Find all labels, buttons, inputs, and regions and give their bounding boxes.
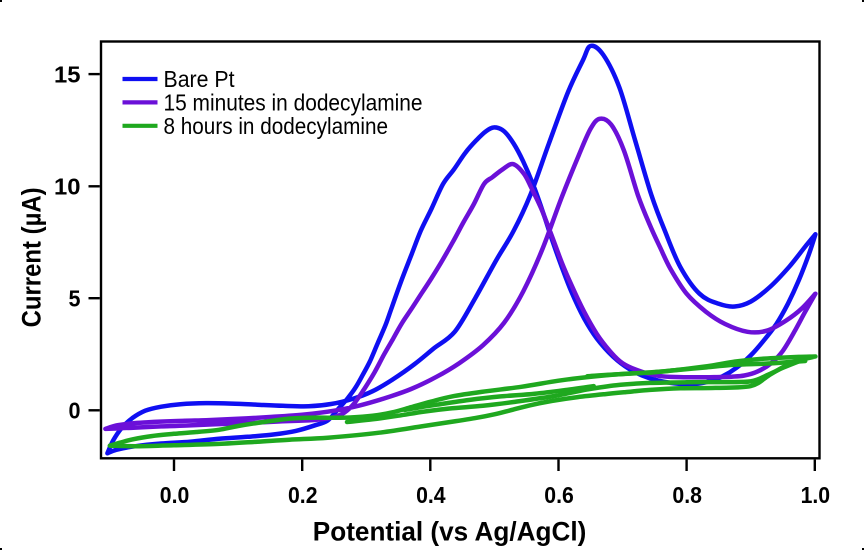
svg-text:0.8: 0.8 bbox=[672, 482, 702, 508]
svg-text:Current (µA): Current (µA) bbox=[17, 187, 47, 327]
svg-text:0.0: 0.0 bbox=[160, 482, 190, 508]
svg-text:0.6: 0.6 bbox=[544, 482, 574, 508]
svg-text:10: 10 bbox=[54, 174, 81, 200]
svg-text:0: 0 bbox=[69, 398, 81, 424]
svg-text:15 minutes in dodecylamine: 15 minutes in dodecylamine bbox=[164, 90, 423, 116]
svg-text:5: 5 bbox=[69, 286, 81, 312]
svg-text:Bare Pt: Bare Pt bbox=[164, 66, 236, 92]
svg-text:0.2: 0.2 bbox=[288, 482, 318, 508]
svg-text:8 hours in dodecylamine: 8 hours in dodecylamine bbox=[164, 113, 389, 139]
svg-text:0.4: 0.4 bbox=[416, 482, 446, 508]
svg-text:1.0: 1.0 bbox=[801, 482, 831, 508]
svg-text:15: 15 bbox=[54, 62, 81, 88]
svg-text:Potential (vs Ag/AgCl): Potential (vs Ag/AgCl) bbox=[313, 517, 587, 547]
